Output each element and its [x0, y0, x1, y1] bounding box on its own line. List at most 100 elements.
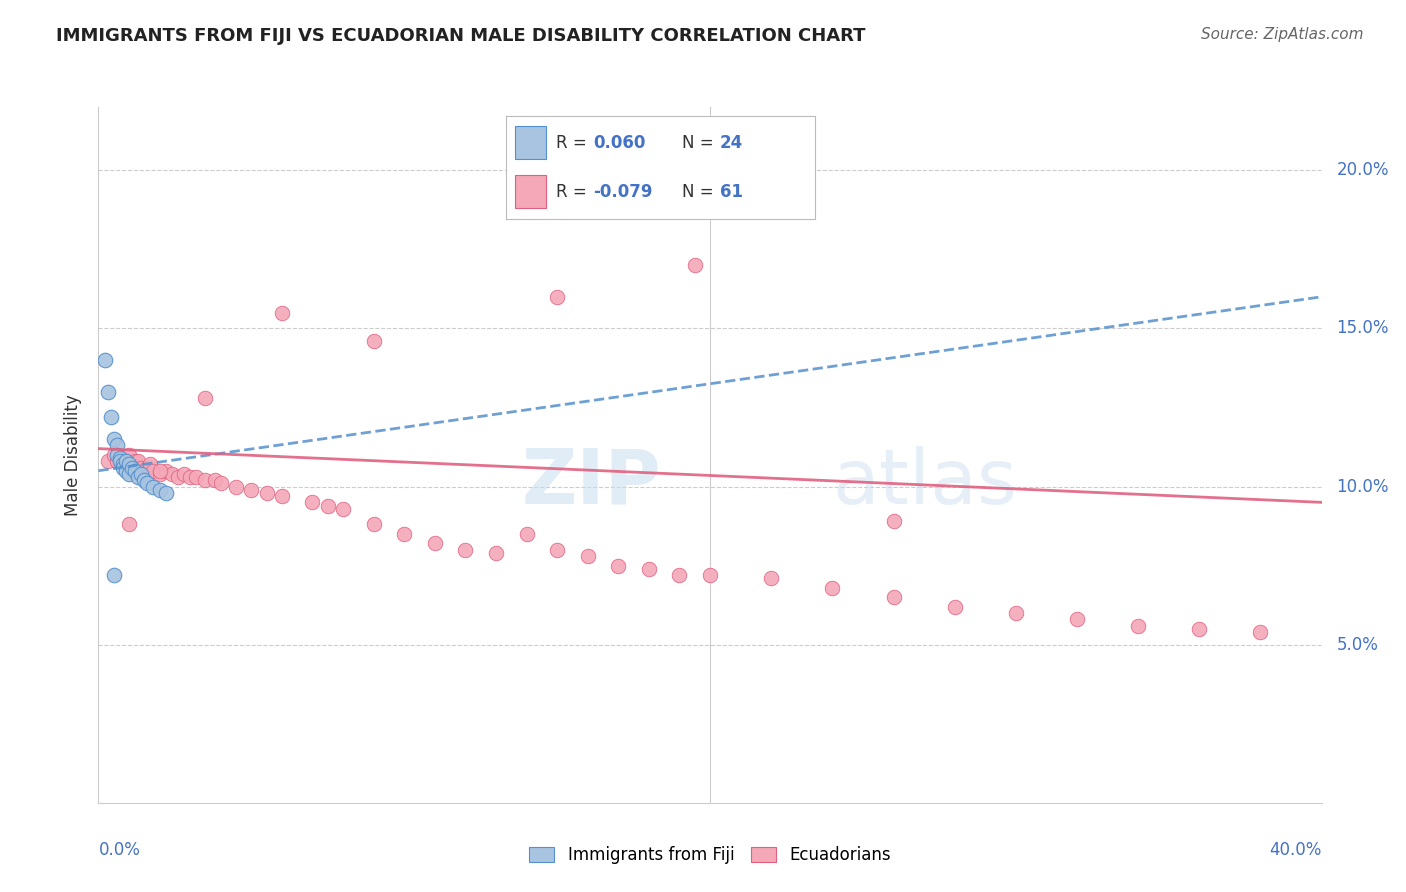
Point: [363, 517, 385, 532]
Point: [179, 470, 201, 484]
Point: [209, 476, 232, 491]
Bar: [516, 176, 547, 208]
Text: R =: R =: [555, 183, 592, 201]
Text: 0.0%: 0.0%: [98, 841, 141, 859]
Point: [93, 353, 115, 368]
Point: [105, 448, 128, 462]
Point: [256, 486, 278, 500]
Point: [115, 454, 138, 468]
Text: 61: 61: [720, 183, 742, 201]
Text: 15.0%: 15.0%: [1336, 319, 1389, 337]
Point: [105, 454, 128, 468]
Text: ZIP: ZIP: [522, 446, 661, 520]
Text: 5.0%: 5.0%: [1336, 636, 1378, 654]
Point: [167, 470, 190, 484]
Point: [115, 454, 138, 468]
Text: N =: N =: [682, 134, 720, 152]
Point: [124, 454, 146, 468]
Point: [134, 464, 156, 478]
Point: [1188, 622, 1211, 636]
Point: [100, 409, 122, 424]
Point: [943, 599, 966, 614]
Point: [225, 479, 247, 493]
Text: 20.0%: 20.0%: [1336, 161, 1389, 179]
Point: [115, 464, 138, 478]
Point: [173, 467, 195, 481]
Point: [1004, 606, 1026, 620]
Point: [423, 536, 446, 550]
Text: 40.0%: 40.0%: [1270, 841, 1322, 859]
Point: [105, 438, 128, 452]
Point: [111, 460, 134, 475]
Text: -0.079: -0.079: [593, 183, 652, 201]
Point: [363, 334, 385, 348]
Text: atlas: atlas: [832, 446, 1017, 520]
Point: [668, 568, 690, 582]
Text: R =: R =: [555, 134, 592, 152]
Point: [129, 467, 152, 481]
Point: [332, 501, 354, 516]
Text: Source: ZipAtlas.com: Source: ZipAtlas.com: [1201, 27, 1364, 42]
Point: [121, 458, 143, 472]
Text: N =: N =: [682, 183, 720, 201]
Point: [127, 470, 149, 484]
Point: [121, 460, 143, 475]
Point: [270, 305, 292, 319]
Point: [485, 546, 508, 560]
Point: [546, 290, 568, 304]
Point: [821, 581, 844, 595]
Point: [142, 479, 165, 493]
Legend: Immigrants from Fiji, Ecuadorians: Immigrants from Fiji, Ecuadorians: [529, 846, 891, 864]
Point: [124, 464, 146, 478]
Point: [160, 467, 183, 481]
Point: [136, 460, 159, 475]
Point: [1249, 625, 1271, 640]
Point: [576, 549, 599, 563]
Point: [301, 495, 323, 509]
Point: [108, 454, 131, 468]
Point: [516, 527, 538, 541]
Point: [129, 460, 152, 475]
Point: [1066, 612, 1088, 626]
Point: [108, 451, 131, 466]
Point: [136, 476, 159, 491]
Point: [186, 470, 208, 484]
Point: [607, 558, 630, 573]
Point: [111, 458, 134, 472]
Point: [204, 473, 226, 487]
Point: [97, 384, 120, 399]
Point: [1128, 618, 1150, 632]
Point: [454, 542, 477, 557]
Point: [149, 483, 172, 497]
Point: [118, 517, 141, 532]
Point: [118, 448, 141, 462]
Point: [108, 451, 131, 466]
Point: [139, 458, 162, 472]
Point: [194, 391, 217, 405]
Point: [316, 499, 339, 513]
Point: [111, 458, 134, 472]
Point: [118, 458, 141, 472]
Point: [155, 486, 177, 500]
Text: 0.060: 0.060: [593, 134, 645, 152]
Point: [134, 473, 156, 487]
Point: [270, 489, 292, 503]
Point: [97, 454, 120, 468]
Point: [194, 473, 217, 487]
Text: IMMIGRANTS FROM FIJI VS ECUADORIAN MALE DISABILITY CORRELATION CHART: IMMIGRANTS FROM FIJI VS ECUADORIAN MALE …: [56, 27, 866, 45]
Point: [883, 591, 905, 605]
Point: [759, 571, 782, 585]
Point: [883, 514, 905, 528]
Point: [103, 568, 125, 582]
Point: [240, 483, 263, 497]
Text: 10.0%: 10.0%: [1336, 477, 1389, 496]
Point: [392, 527, 416, 541]
Point: [683, 258, 706, 272]
Point: [103, 448, 125, 462]
Point: [637, 562, 661, 576]
Y-axis label: Male Disability: Male Disability: [65, 394, 83, 516]
Point: [118, 467, 141, 481]
Point: [127, 454, 149, 468]
Point: [546, 542, 568, 557]
Point: [155, 464, 177, 478]
